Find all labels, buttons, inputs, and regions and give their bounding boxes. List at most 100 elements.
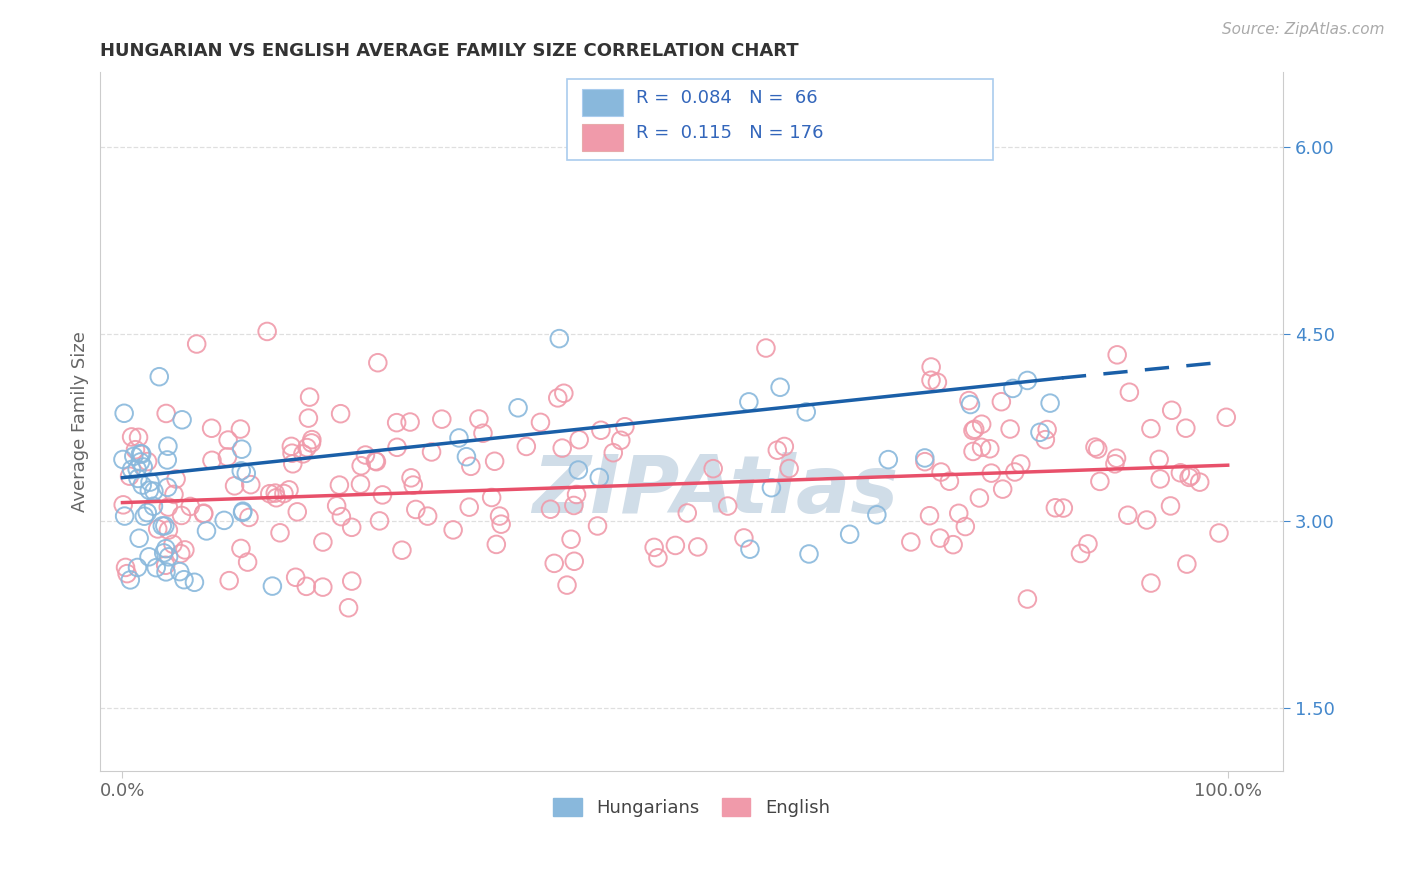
Point: [278, 483, 301, 497]
Point: [129, 455, 152, 469]
Point: [918, 508, 941, 523]
Point: [1039, 396, 1062, 410]
Point: [162, 537, 184, 551]
Point: [122, 450, 145, 464]
Point: [914, 455, 936, 469]
Point: [1178, 470, 1201, 484]
Point: [1170, 466, 1192, 480]
Point: [125, 462, 148, 476]
Point: [259, 486, 281, 500]
Point: [506, 401, 529, 415]
Point: [488, 509, 510, 524]
Point: [766, 443, 789, 458]
Point: [543, 557, 565, 571]
Point: [157, 549, 180, 564]
Point: [990, 394, 1012, 409]
Point: [1174, 421, 1197, 435]
Point: [298, 390, 321, 404]
Point: [155, 565, 177, 579]
Point: [1017, 374, 1039, 388]
Point: [285, 505, 308, 519]
Point: [399, 471, 422, 485]
Point: [156, 453, 179, 467]
Point: [643, 541, 665, 555]
Point: [295, 441, 318, 455]
Point: [1188, 475, 1211, 490]
Point: [165, 472, 187, 486]
Point: [150, 519, 173, 533]
Point: [568, 433, 591, 447]
Point: [172, 413, 194, 427]
Point: [686, 540, 709, 554]
Point: [364, 454, 387, 468]
Point: [129, 447, 152, 461]
Point: [942, 538, 965, 552]
Point: [231, 442, 253, 457]
Point: [153, 519, 176, 533]
Point: [131, 478, 153, 492]
Point: [325, 499, 347, 513]
Point: [193, 507, 215, 521]
Point: [329, 407, 352, 421]
Point: [124, 442, 146, 457]
Point: [236, 555, 259, 569]
Point: [456, 450, 478, 464]
Text: ZIPAtlas: ZIPAtlas: [533, 452, 898, 531]
Point: [262, 579, 284, 593]
Point: [224, 479, 246, 493]
Point: [472, 426, 495, 441]
Point: [1033, 433, 1056, 447]
Point: [733, 531, 755, 545]
Point: [664, 538, 686, 552]
Point: [232, 504, 254, 518]
Point: [1107, 348, 1129, 362]
Point: [340, 574, 363, 588]
Point: [330, 509, 353, 524]
Point: [562, 554, 585, 568]
Point: [142, 484, 165, 499]
Point: [778, 461, 800, 475]
Point: [186, 337, 208, 351]
Point: [548, 332, 571, 346]
Point: [142, 500, 165, 514]
Text: R =  0.084   N =  66: R = 0.084 N = 66: [636, 89, 818, 107]
Point: [367, 356, 389, 370]
Point: [1160, 403, 1182, 417]
Point: [385, 440, 408, 454]
Point: [114, 509, 136, 524]
Point: [929, 531, 952, 545]
Point: [301, 433, 323, 447]
Point: [1105, 451, 1128, 466]
Point: [212, 513, 235, 527]
Point: [273, 486, 295, 500]
Point: [773, 440, 796, 454]
Point: [547, 391, 569, 405]
Point: [441, 523, 464, 537]
Point: [938, 474, 960, 488]
Point: [647, 550, 669, 565]
Point: [173, 573, 195, 587]
Point: [562, 499, 585, 513]
Point: [328, 478, 350, 492]
Point: [515, 439, 537, 453]
Point: [350, 458, 373, 473]
Point: [1175, 557, 1198, 571]
Point: [231, 505, 253, 519]
Point: [201, 453, 224, 467]
Point: [405, 502, 427, 516]
Point: [866, 508, 889, 522]
Point: [301, 436, 323, 450]
Point: [1136, 513, 1159, 527]
Point: [962, 444, 984, 458]
Point: [1140, 422, 1163, 436]
Point: [797, 547, 820, 561]
Point: [235, 467, 257, 481]
Point: [959, 398, 981, 412]
Point: [991, 482, 1014, 496]
Point: [929, 465, 952, 479]
Text: HUNGARIAN VS ENGLISH AVERAGE FAMILY SIZE CORRELATION CHART: HUNGARIAN VS ENGLISH AVERAGE FAMILY SIZE…: [100, 42, 799, 60]
Point: [529, 415, 551, 429]
Point: [146, 522, 169, 536]
Point: [957, 393, 980, 408]
Point: [1147, 452, 1170, 467]
